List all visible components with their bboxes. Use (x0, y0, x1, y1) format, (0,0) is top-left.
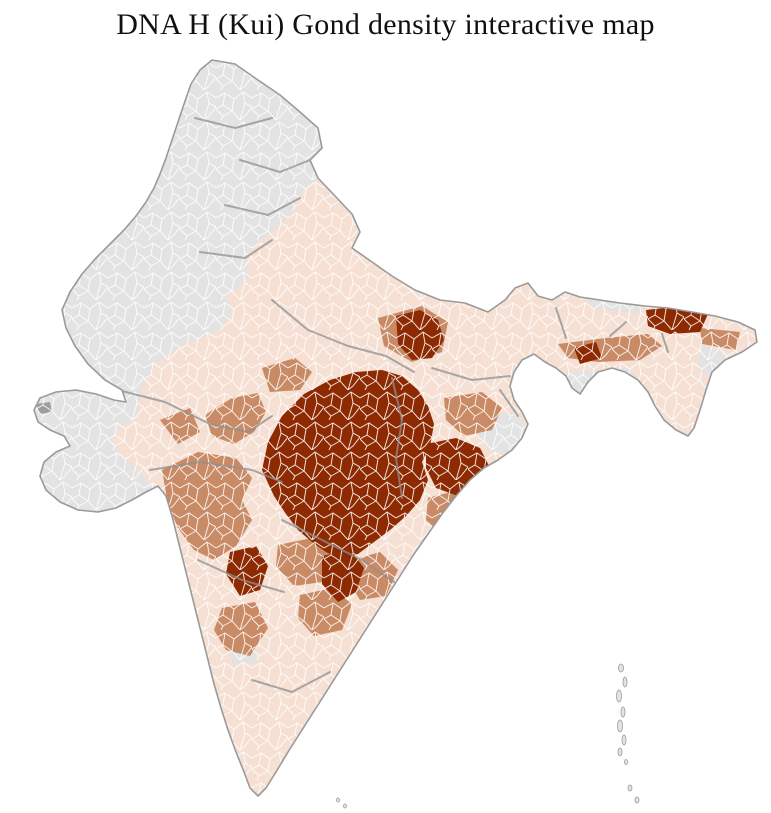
island-chain (336, 663, 640, 809)
density-layers (34, 60, 757, 796)
unknown-district (524, 446, 546, 470)
district-borders-overlay (34, 60, 757, 796)
page-title: DNA H (Kui) Gond density interactive map (116, 8, 655, 41)
state-borders (117, 117, 669, 693)
